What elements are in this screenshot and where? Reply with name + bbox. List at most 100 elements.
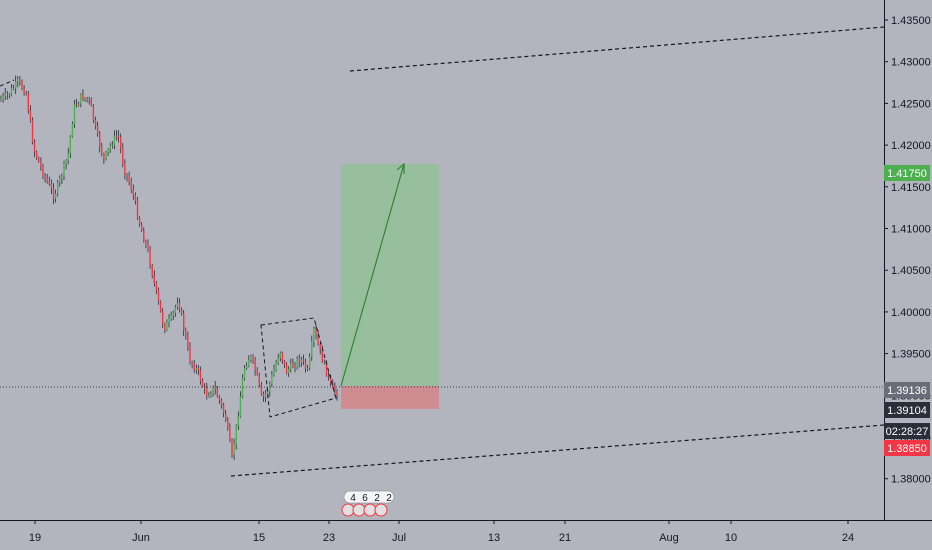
price-tick-label: 1.41500 [891,182,931,194]
candle-up [59,178,61,183]
candle-up [267,391,269,394]
candle-up [172,312,174,316]
candle-down [254,360,256,370]
event-flag-icon[interactable] [341,503,355,517]
candle-down [231,440,233,455]
candle-up [109,145,111,150]
take-profit-zone[interactable] [341,164,439,386]
candle-up [67,153,69,161]
candle-up [4,93,6,97]
price-axis[interactable]: 1.43500 1.43000 1.42500 1.42000 1.41500 1.410… [884,0,931,520]
candle-down [138,217,141,225]
candle-down [321,349,323,362]
price-tick-label: 1.40500 [891,265,931,277]
candle-up [54,193,57,199]
candle-down [117,135,120,138]
candle-down [42,166,44,177]
time-axis[interactable]: 19 Jun 15 23 Jul 13 21 Aug 10 24 [0,520,932,544]
candle-down [149,249,151,266]
candle-down [126,174,128,176]
candle-down [199,370,202,382]
candle-down [132,189,134,196]
candle-down [189,346,191,363]
price-tick-label: 1.39500 [891,349,931,361]
candle-up [271,375,273,384]
candle-down [33,142,36,153]
candle-up [243,367,246,379]
candle-down [330,376,332,383]
stop-loss-zone[interactable] [341,386,439,409]
candle-down [222,404,225,414]
events-badge-pill[interactable] [343,490,395,504]
candle-down [143,230,145,242]
candle-up [233,444,235,455]
candle-up [84,98,86,100]
candle-up [323,361,326,363]
candle-down [82,94,84,100]
candle-up [10,88,13,95]
candle-down [183,313,185,331]
flag-pattern[interactable] [260,317,337,418]
candle-up [0,99,2,101]
time-tick-label: Jun [132,532,150,544]
candle-down [292,363,294,367]
candle-up [309,356,311,369]
candle-down [325,361,328,376]
candle-down [96,126,99,134]
candle-down [180,309,183,314]
candle-down [136,201,139,218]
events-badge-count: 2 [386,493,392,504]
events-badge-count: 6 [362,493,368,504]
candle-down [151,265,153,276]
candle-down [130,182,132,190]
price-tick-label: 1.40000 [891,307,931,319]
candle-up [248,359,250,367]
time-tick-label: 19 [29,532,41,544]
event-flag-icon[interactable] [374,503,388,517]
upper-channel-line[interactable] [349,26,885,72]
countdown-price-label: 02:28:27 [886,426,929,438]
price-tick-label: 1.43500 [891,15,931,27]
event-flag-icon[interactable] [363,503,377,517]
drawing-layer[interactable] [0,26,885,477]
candle-down [327,375,330,377]
candle-down [90,99,92,106]
candle-up [105,152,107,159]
candle-down [145,241,147,245]
price-tick-label: 1.38000 [891,474,931,486]
candle-down [227,420,229,428]
candle-up [237,416,239,426]
candle-down [159,301,162,312]
candle-up [78,103,80,106]
candle-up [288,369,290,374]
candle-up [15,81,17,89]
candle-up [111,144,113,146]
price-tick-label: 1.41000 [891,224,931,236]
candle-down [336,391,338,396]
candle-down [252,356,254,361]
candle-down [178,303,181,310]
candle-down [162,311,164,325]
candle-down [294,366,296,368]
candle-up [311,341,313,357]
candle-down [201,381,204,387]
candle-down [214,386,216,390]
stop-price-tag [884,440,930,456]
crosshair-price-tag [884,382,930,398]
candle-down [283,360,286,365]
event-flag-icon[interactable] [352,503,366,517]
target-price-label: 1.41750 [887,168,927,180]
top-left-trendline[interactable] [0,79,15,87]
last-price-price-tag [884,402,930,418]
candle-up [176,303,179,307]
candle-down [258,374,260,385]
candle-down [124,163,126,175]
candle-down [193,363,195,370]
candle-up [71,123,74,137]
candle-up [239,396,242,417]
long-position-tool[interactable] [340,162,439,409]
